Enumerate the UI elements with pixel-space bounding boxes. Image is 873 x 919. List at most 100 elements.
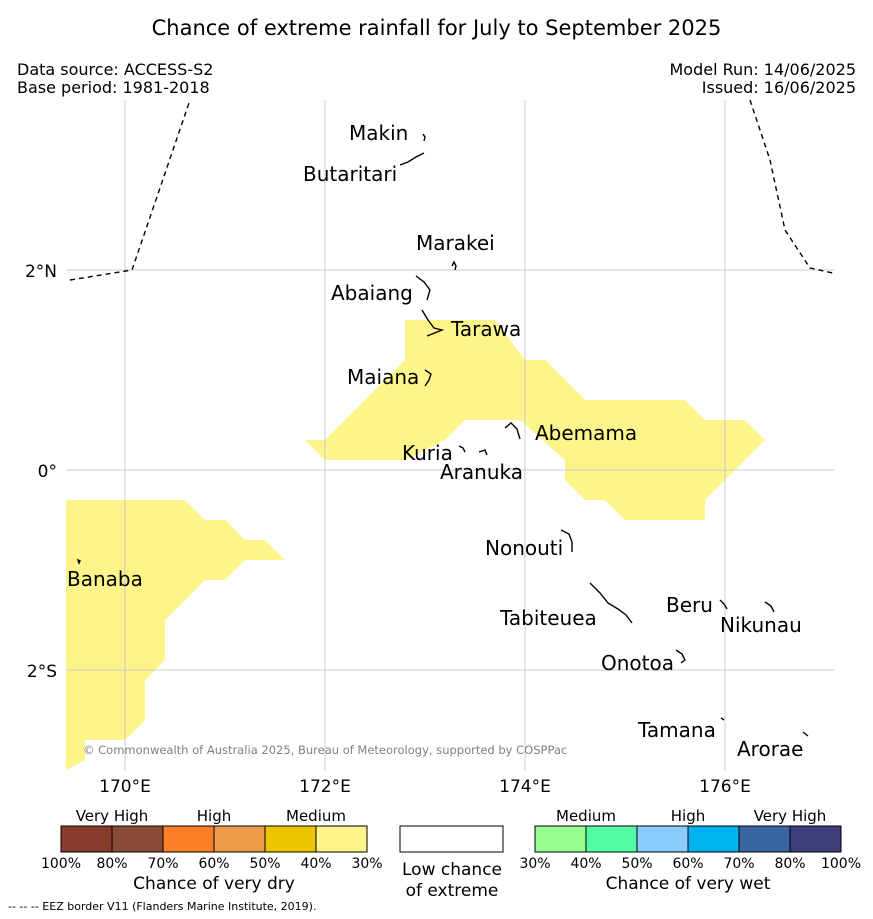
- wet-level-very-high: Very High: [754, 807, 827, 825]
- low-chance-swatch: [399, 825, 504, 853]
- wet-tick-label: 50%: [621, 856, 652, 872]
- wet-swatch: [636, 825, 689, 853]
- island-coastlines: [76, 133, 809, 737]
- wet-tick-label: 40%: [570, 856, 601, 872]
- beru-coast: [719, 599, 728, 610]
- lat-label: 2°S: [27, 662, 57, 682]
- lat-label: 2°N: [25, 262, 57, 282]
- dry-tick-label: 100%: [41, 856, 81, 872]
- low-chance-line2: of extreme: [406, 881, 499, 901]
- place-labels: Makin Butaritari Marakei Abaiang Tarawa …: [67, 121, 803, 761]
- place-label: Tamana: [637, 718, 716, 742]
- aranuka-coast: [478, 449, 488, 456]
- eez-border-west: [69, 99, 191, 281]
- dry-level-high: High: [197, 807, 231, 825]
- issued-label: Issued: 16/06/2025: [701, 78, 856, 97]
- place-label: Aranuka: [440, 460, 523, 484]
- lon-label: 176°E: [699, 777, 751, 797]
- wet-tick-label: 70%: [723, 856, 754, 872]
- wet-colorbar: [534, 825, 842, 853]
- place-label: Abemama: [535, 421, 637, 445]
- dry-swatch: [60, 825, 113, 853]
- wet-tick-label: 30%: [519, 856, 550, 872]
- place-label: Abaiang: [331, 281, 413, 305]
- longitude-labels: 170°E 172°E 174°E 176°E: [99, 777, 751, 797]
- wet-level-high: High: [671, 807, 705, 825]
- map-title: Chance of extreme rainfall for July to S…: [151, 16, 722, 40]
- place-label: Makin: [349, 121, 408, 145]
- dry-tick-label: 70%: [147, 856, 178, 872]
- makin-coast: [422, 133, 426, 142]
- tabiteuea-coast: [589, 582, 633, 624]
- wet-swatch: [789, 825, 842, 853]
- lat-label: 0°: [38, 462, 57, 482]
- dry-legend: Very High High Medium 100% 80% 70% 60% 50% 40…: [41, 807, 383, 894]
- nikunau-coast: [764, 601, 775, 613]
- maiana-coast: [424, 369, 432, 387]
- dry-swatch: [162, 825, 215, 853]
- dry-region-west: [66, 500, 285, 770]
- dry-colorbar-ticks: 100% 80% 70% 60% 50% 40% 30%: [41, 856, 383, 872]
- wet-swatch: [585, 825, 638, 853]
- low-chance-legend: Low chance of extreme: [399, 825, 504, 901]
- place-label: Banaba: [67, 567, 143, 591]
- dry-swatch: [213, 825, 266, 853]
- lon-label: 172°E: [299, 777, 351, 797]
- place-label: Tabiteuea: [499, 606, 597, 630]
- kuria-coast: [458, 445, 466, 453]
- lon-label: 170°E: [99, 777, 151, 797]
- place-label: Tarawa: [450, 317, 521, 341]
- place-label: Maiana: [347, 365, 419, 389]
- marakei-coast: [451, 260, 457, 271]
- wet-swatch: [687, 825, 740, 853]
- place-label: Beru: [666, 593, 713, 617]
- low-chance-line1: Low chance: [402, 860, 502, 880]
- dry-swatch: [315, 825, 368, 853]
- dry-tick-label: 30%: [351, 856, 382, 872]
- wet-tick-label: 80%: [774, 856, 805, 872]
- eez-border-east: [749, 99, 834, 274]
- lon-label: 174°E: [499, 777, 551, 797]
- graticule: [66, 100, 835, 770]
- arorae-coast: [802, 731, 809, 737]
- base-period-label: Base period: 1981-2018: [17, 78, 210, 97]
- dry-swatch: [264, 825, 317, 853]
- wet-legend: Medium High Very High 30% 40% 50% 60% 70% 80%…: [519, 807, 861, 894]
- dry-colorbar: [60, 825, 368, 853]
- place-label: Marakei: [416, 231, 495, 255]
- place-label: Nonouti: [485, 536, 563, 560]
- banaba-coast: [76, 558, 81, 565]
- wet-tick-label: 60%: [672, 856, 703, 872]
- dry-swatch: [111, 825, 164, 853]
- latitude-labels: 2°N 0° 2°S: [25, 262, 57, 682]
- place-label: Kuria: [402, 441, 453, 465]
- wet-colorbar-ticks: 30% 40% 50% 60% 70% 80% 100%: [519, 856, 861, 872]
- wet-swatch: [534, 825, 587, 853]
- dry-region-east: [305, 320, 765, 520]
- place-label: Onotoa: [601, 651, 674, 675]
- eez-borders: [69, 99, 834, 281]
- dry-tick-label: 50%: [249, 856, 280, 872]
- dry-tick-label: 80%: [96, 856, 127, 872]
- dry-legend-caption: Chance of very dry: [133, 874, 295, 894]
- place-label: Nikunau: [720, 613, 802, 637]
- place-label: Arorae: [737, 737, 803, 761]
- tarawa-coast: [421, 309, 445, 337]
- dry-level-medium: Medium: [286, 807, 346, 825]
- abemama-coast: [504, 422, 521, 440]
- dry-tick-label: 60%: [198, 856, 229, 872]
- data-source-label: Data source: ACCESS-S2: [17, 60, 214, 79]
- nonouti-coast: [560, 529, 573, 552]
- eez-footnote: -- -- -- EEZ border V11 (Flanders Marine…: [8, 900, 317, 913]
- wet-swatch: [738, 825, 791, 853]
- wet-level-medium: Medium: [556, 807, 616, 825]
- wet-legend-caption: Chance of very wet: [606, 874, 771, 894]
- wet-tick-label: 100%: [821, 856, 861, 872]
- butaritari-coast: [399, 152, 425, 166]
- abaiang-coast: [415, 275, 431, 301]
- onotoa-coast: [675, 649, 686, 664]
- tamana-coast: [720, 717, 725, 721]
- copyright-label: © Commonwealth of Australia 2025, Bureau…: [83, 743, 567, 757]
- model-run-label: Model Run: 14/06/2025: [669, 60, 857, 79]
